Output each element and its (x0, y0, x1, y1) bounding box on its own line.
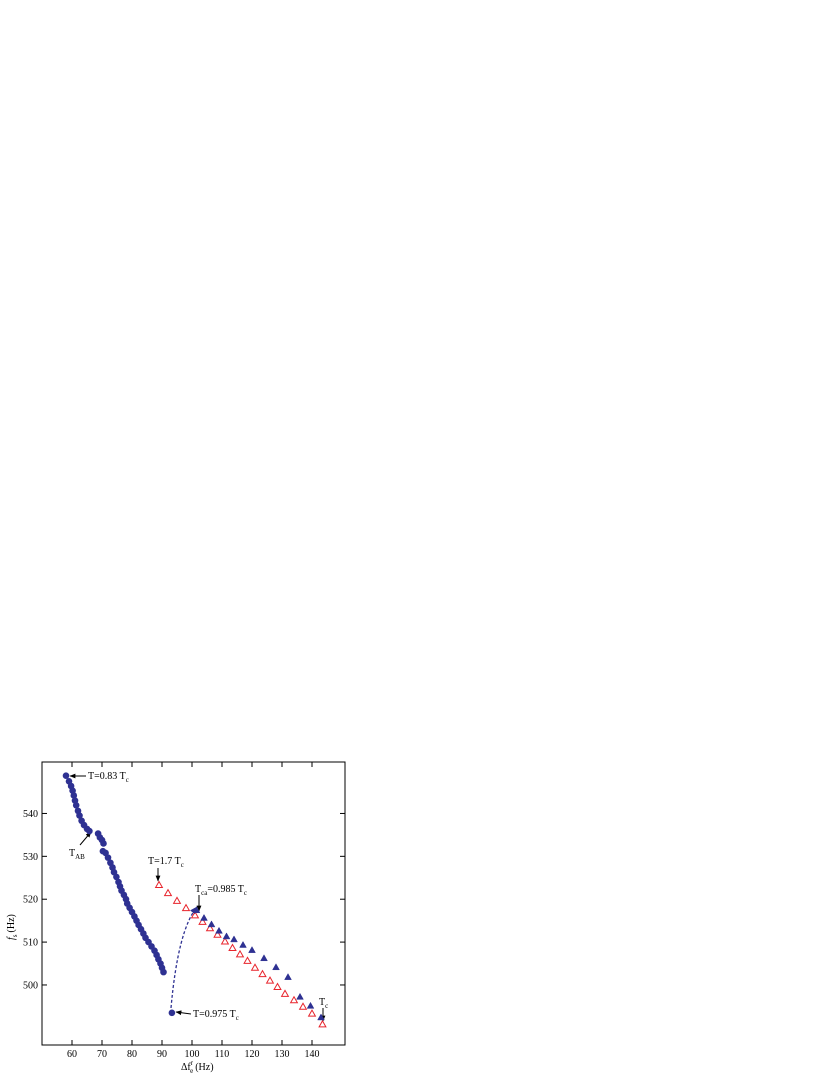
point (198, 917, 207, 925)
x-tick-label: 70 (97, 1049, 107, 1060)
point (215, 926, 223, 934)
y-label-sub: s (11, 934, 19, 937)
point (222, 932, 231, 940)
x-tick-label: 80 (127, 1049, 137, 1060)
point (181, 903, 191, 912)
point (318, 1019, 327, 1028)
point (307, 1009, 317, 1017)
point (163, 888, 173, 897)
x-tick-label: 60 (67, 1049, 77, 1060)
annotation-text: T=0.83 T (88, 771, 126, 782)
point (265, 976, 275, 984)
point (104, 854, 112, 861)
point (86, 827, 93, 835)
annotation-sub: c (236, 1014, 239, 1022)
annotation: T=1.7 Tc (148, 856, 184, 869)
point (306, 1001, 315, 1009)
point (248, 946, 256, 953)
annotation: Tca=0.985 Tc (195, 884, 247, 897)
y-label-base: f (6, 936, 17, 940)
x-tick-label: 140 (305, 1049, 320, 1060)
point (100, 840, 107, 847)
annotation-sub: ca (201, 889, 208, 897)
annotation-text: T (69, 848, 75, 859)
annotation: T=0.975 Tc (193, 1009, 239, 1022)
y-tick-label: 500 (23, 980, 38, 991)
point (160, 968, 167, 976)
point (207, 920, 216, 928)
point (76, 812, 83, 819)
annotation: T=0.83 Tc (88, 771, 129, 784)
x-label-unit: (Hz) (195, 1062, 213, 1073)
annotation: Tc (319, 997, 328, 1010)
point (192, 906, 201, 914)
point (272, 963, 280, 971)
annotation-sub: AB (75, 853, 85, 861)
y-tick-label: 540 (23, 809, 38, 820)
y-axis-label: fs (Hz) (6, 914, 19, 940)
point (258, 969, 267, 978)
point (172, 896, 182, 904)
annotation-sub: c (126, 776, 129, 784)
point (190, 910, 200, 919)
point (230, 935, 238, 943)
point (62, 772, 70, 780)
annotation-text: =0.985 T (207, 884, 244, 895)
x-tick-label: 130 (275, 1049, 290, 1060)
x-tick-label: 120 (245, 1049, 260, 1060)
annotation-text: T=0.975 T (193, 1009, 236, 1020)
point (280, 989, 290, 997)
x-tick-label: 90 (157, 1049, 167, 1060)
point (239, 940, 247, 948)
point (113, 873, 120, 881)
point (213, 930, 222, 938)
point (70, 792, 78, 799)
y-tick-label: 520 (23, 895, 38, 906)
annotation-sub: c (181, 861, 184, 869)
point (235, 949, 245, 958)
annotation-text: T (319, 997, 325, 1008)
point (296, 992, 304, 1000)
point (72, 802, 80, 809)
x-label-sup: r (191, 1059, 194, 1067)
annotation-text: T=1.7 T (148, 856, 181, 867)
y-label-unit: (Hz) (6, 914, 17, 932)
transition-arrow (170, 906, 198, 1009)
annotation-sub: c (325, 1002, 328, 1010)
y-tick-label: 510 (23, 938, 38, 949)
x-axis-label: Δfr e (Hz) (181, 1059, 214, 1075)
x-tick-label: 110 (215, 1049, 230, 1060)
point (200, 913, 208, 921)
annotation: TAB (69, 848, 85, 861)
x-tick-label: 100 (185, 1049, 200, 1060)
point (298, 1002, 308, 1010)
point (243, 956, 252, 964)
point (154, 880, 164, 888)
plot-frame (41, 761, 346, 1046)
x-label-base: Δf (181, 1062, 191, 1073)
point (273, 982, 282, 991)
annotation-sub: c (244, 889, 247, 897)
y-tick-label: 530 (23, 852, 38, 863)
point (317, 1013, 325, 1021)
point (168, 1009, 176, 1017)
x-label-sub: e (190, 1067, 193, 1075)
point (284, 973, 292, 980)
point (220, 937, 230, 945)
arrow (175, 1010, 192, 1016)
point (205, 923, 215, 932)
point (289, 995, 299, 1004)
point (250, 963, 260, 971)
point (260, 954, 268, 962)
point (228, 943, 237, 951)
annotation-text: T (195, 884, 201, 895)
